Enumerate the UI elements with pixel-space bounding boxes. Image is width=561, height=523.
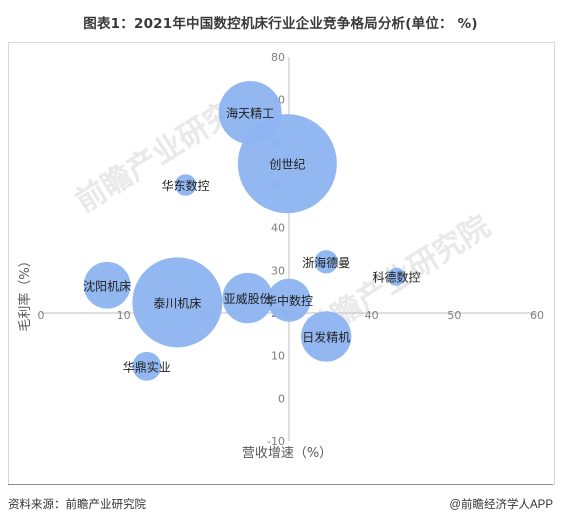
y-tick-label: -10 [267,435,285,448]
bubble-浙海德曼 [314,250,338,274]
bubble-华东数控 [174,174,197,196]
y-tick-label: 0 [278,392,285,405]
y-tick-label: 10 [271,350,285,363]
y-axis-label: 毛利率（%） [17,254,33,331]
y-tick-label: 30 [271,264,285,277]
bubble-label: 亚威股份 [224,292,272,306]
y-tick-label: 40 [271,222,285,235]
bubble-label: 浙海德曼 [302,255,350,270]
bubble-label: 科德数控 [372,270,420,285]
bubble-创世纪 [237,114,337,214]
bubble-layer [83,80,406,381]
bubble-label: 华东数控 [162,178,210,193]
bubble-沈阳机床 [83,261,131,309]
footer-rule [8,484,553,485]
bubble-label: 沈阳机床 [83,278,131,293]
bubble-label: 创世纪 [269,158,305,172]
x-axis-label: 营收增速（%） [242,446,332,461]
footer: 资料来源：前瞻产业研究院 @前瞻经济学人APP [0,484,561,523]
chart-title: 图表1：2021年中国数控机床行业企业竞争格局分析(单位： %) [83,16,478,32]
bubble-label: 日发精机 [302,329,350,344]
source-note: 资料来源：前瞻产业研究院 [8,499,146,511]
bubble-科德数控 [387,267,406,286]
bubble-label: 泰川机床 [153,296,201,310]
bubble-泰川机床 [132,257,223,348]
bubble-日发精机 [301,311,352,362]
bubble-华鼎实业 [132,351,162,381]
bubble-华中数控 [267,278,311,322]
bubble-label: 华鼎实业 [123,359,171,374]
x-tick-label: 0 [38,309,45,322]
bubble-label: 海天精工 [226,105,274,120]
y-tick-label: 80 [271,51,285,64]
x-tick-label: 40 [365,309,379,322]
x-tick-label: 10 [117,309,131,322]
x-tick-label: 50 [447,309,461,322]
brand-credit: @前瞻经济学人APP [449,499,553,511]
bubble-亚威股份 [222,272,273,324]
x-tick-label: 60 [530,309,544,322]
bubble-label: 华中数控 [265,293,313,308]
